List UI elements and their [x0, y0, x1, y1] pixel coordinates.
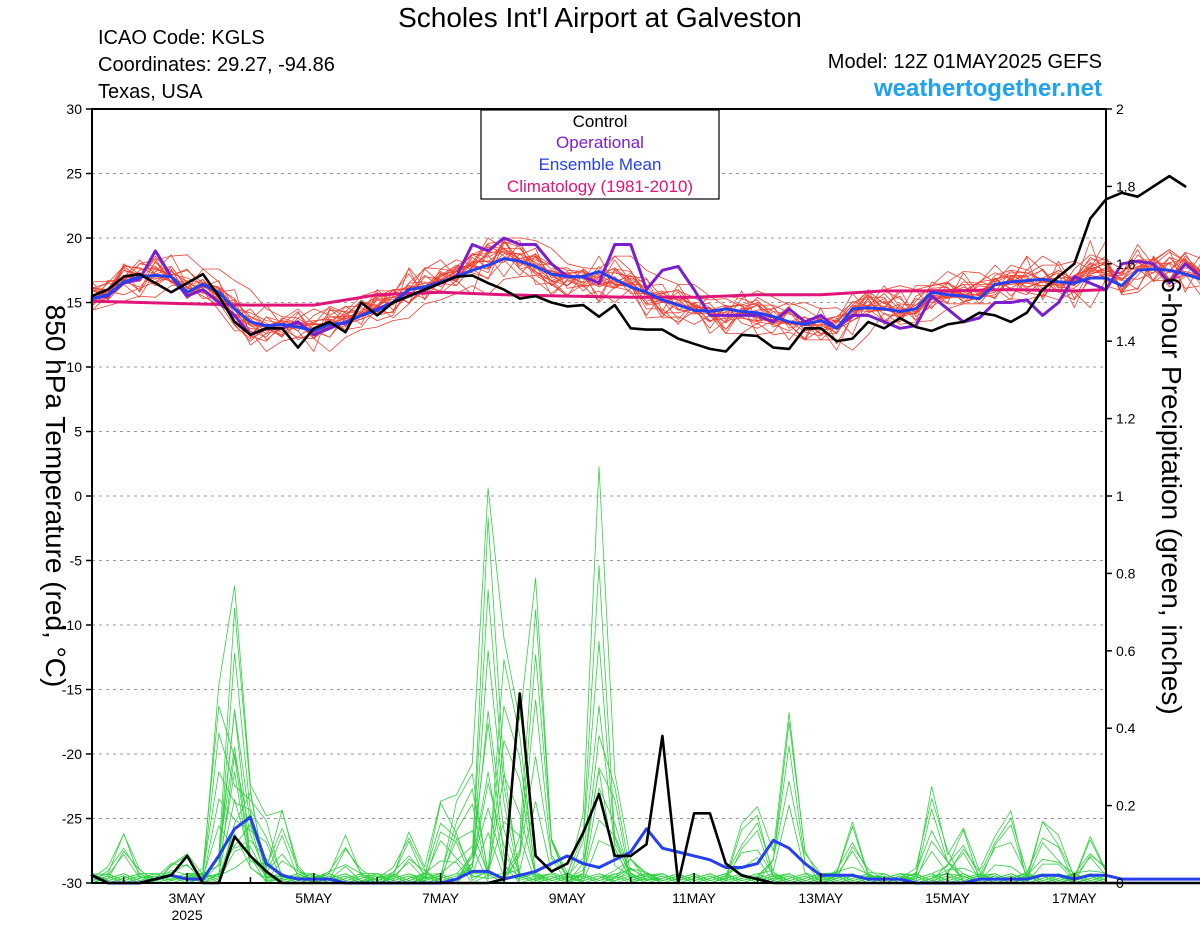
- temp-operational-line: [90, 236, 1200, 337]
- precip-member-line: [91, 771, 1107, 884]
- temp-control-line: [90, 174, 1187, 353]
- precip-member-line: [91, 466, 1107, 884]
- x-tick-label: 9MAY: [549, 890, 587, 906]
- y-tick-label-left: -15: [62, 682, 82, 698]
- y-tick-label-left: 25: [66, 166, 82, 182]
- y-tick-label-left: -10: [62, 617, 82, 633]
- precip-member-line: [91, 641, 1107, 884]
- y-tick-label-right: 1.2: [1116, 411, 1136, 427]
- y-tick-label-left: 30: [66, 101, 82, 117]
- y-tick-label-right: 1.4: [1116, 333, 1136, 349]
- y-tick-label-left: 10: [66, 359, 82, 375]
- y-tick-label-left: 15: [66, 295, 82, 311]
- temp-member-line: [91, 244, 1200, 341]
- y-tick-label-right: 1: [1116, 488, 1124, 504]
- legend-control: Control: [573, 112, 628, 131]
- precip-member-line: [91, 732, 1107, 884]
- x-tick-label: 15MAY: [925, 890, 971, 906]
- y-axis-label-left: 850 hPa Temperature (red, °C): [40, 305, 71, 688]
- icao-code: ICAO Code: KGLS: [98, 27, 265, 49]
- coordinates: Coordinates: 29.27, -94.86: [98, 54, 335, 76]
- x-tick-label: 17MAY: [1052, 890, 1098, 906]
- precip-member-line: [91, 589, 1107, 884]
- temp-member-line: [91, 240, 1200, 342]
- y-tick-label-left: -30: [62, 875, 82, 891]
- x-tick-label: 3MAY: [169, 890, 207, 906]
- chart-title: Scholes Int'l Airport at Galveston: [398, 2, 802, 33]
- region: Texas, USA: [98, 81, 203, 103]
- temp-member-line: [91, 242, 1200, 328]
- precip-member-line: [91, 723, 1107, 884]
- legend-climatology: Climatology (1981-2010): [507, 177, 693, 196]
- y-tick-label-right: 1.6: [1116, 256, 1136, 272]
- y-tick-label-left: 0: [74, 488, 82, 504]
- legend: Control Operational Ensemble Mean Climat…: [480, 109, 720, 200]
- precip-member-line: [91, 705, 1107, 884]
- x-tick-label: 7MAY: [422, 890, 460, 906]
- x-tick-label: 11MAY: [672, 890, 716, 906]
- x-year-label: 2025: [171, 907, 202, 923]
- y-tick-label-right: 1.8: [1116, 178, 1136, 194]
- y-tick-label-left: -25: [62, 811, 82, 827]
- x-tick-label: 13MAY: [798, 890, 844, 906]
- y-tick-label-left: 5: [74, 424, 82, 440]
- y-tick-label-right: 0.8: [1116, 565, 1136, 581]
- y-tick-label-right: 0.4: [1116, 720, 1136, 736]
- y-tick-label-right: 0.2: [1116, 798, 1136, 814]
- y-tick-label-right: 2: [1116, 101, 1124, 117]
- y-tick-label-left: 20: [66, 230, 82, 246]
- legend-ensemble-mean: Ensemble Mean: [539, 155, 662, 174]
- y-tick-label-right: 0.6: [1116, 643, 1136, 659]
- y-tick-label-left: -20: [62, 746, 82, 762]
- legend-operational: Operational: [556, 133, 644, 152]
- model-run: Model: 12Z 01MAY2025 GEFS: [827, 51, 1102, 73]
- legend-box: [480, 109, 720, 200]
- y-tick-label-right: 0: [1116, 875, 1124, 891]
- temp-mean-line: [90, 257, 1200, 333]
- y-tick-label-left: -5: [70, 553, 83, 569]
- x-tick-label: 5MAY: [295, 890, 333, 906]
- climatology-line: [90, 288, 1108, 307]
- site-link[interactable]: weathertogether.net: [873, 75, 1102, 102]
- y-axis-label-right: 6-hour Precipitation (green, inches): [1156, 277, 1187, 714]
